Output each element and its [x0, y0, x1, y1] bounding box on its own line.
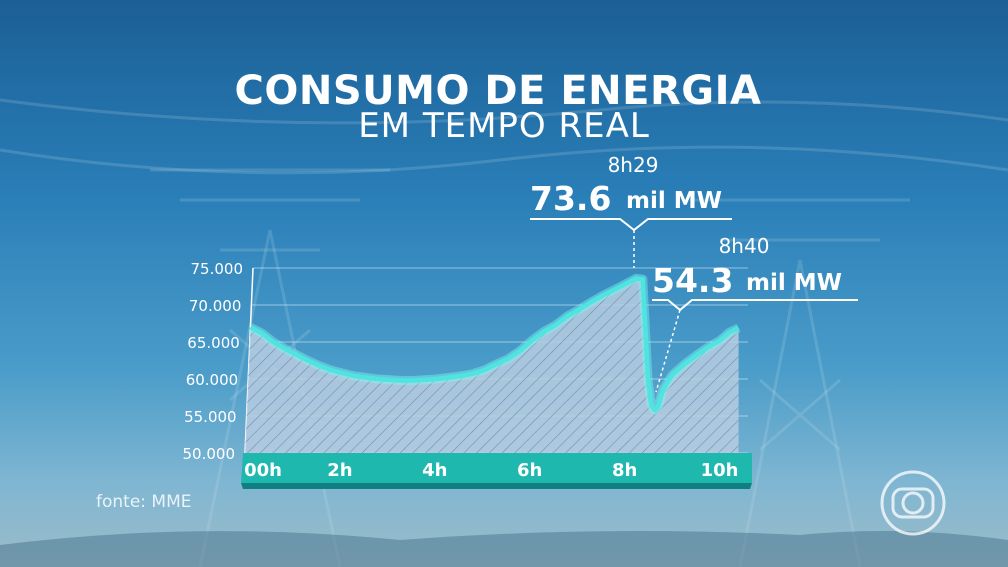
x-tick-label: 2h [327, 460, 352, 481]
annotation-unit-2: mil MW [746, 270, 842, 296]
annotation-time-1: 8h29 [608, 153, 659, 177]
y-tick-label: 60.000 [186, 371, 239, 389]
x-tick-label: 4h [422, 460, 447, 481]
annotation-time-2: 8h40 [719, 234, 770, 258]
x-axis-band [241, 453, 752, 483]
annotation-value-1: 73.6 [530, 179, 611, 218]
series-line [249, 276, 740, 413]
y-tick-label: 55.000 [184, 408, 237, 426]
chart-subtitle: EM TEMPO REAL [358, 106, 650, 146]
globo-logo-icon [880, 470, 946, 536]
y-tick-label: 50.000 [183, 445, 236, 463]
annotation-bracket-1 [530, 218, 732, 232]
annotation-unit-1: mil MW [626, 188, 722, 214]
chart-title: CONSUMO DE ENERGIA [234, 68, 762, 114]
x-tick-label: 6h [517, 460, 542, 481]
x-tick-label: 00h [244, 460, 282, 481]
x-axis-band-shadow [241, 483, 752, 489]
x-tick-label: 10h [701, 460, 739, 481]
annotation-leader-2 [655, 309, 681, 393]
y-tick-label: 75.000 [191, 260, 244, 278]
source-note: fonte: MME [96, 492, 192, 512]
x-tick-label: 8h [612, 460, 637, 481]
y-tick-label: 70.000 [189, 297, 242, 315]
annotation-value-2: 54.3 [652, 261, 733, 300]
area-hatch [245, 278, 739, 453]
y-tick-label: 65.000 [187, 334, 240, 352]
